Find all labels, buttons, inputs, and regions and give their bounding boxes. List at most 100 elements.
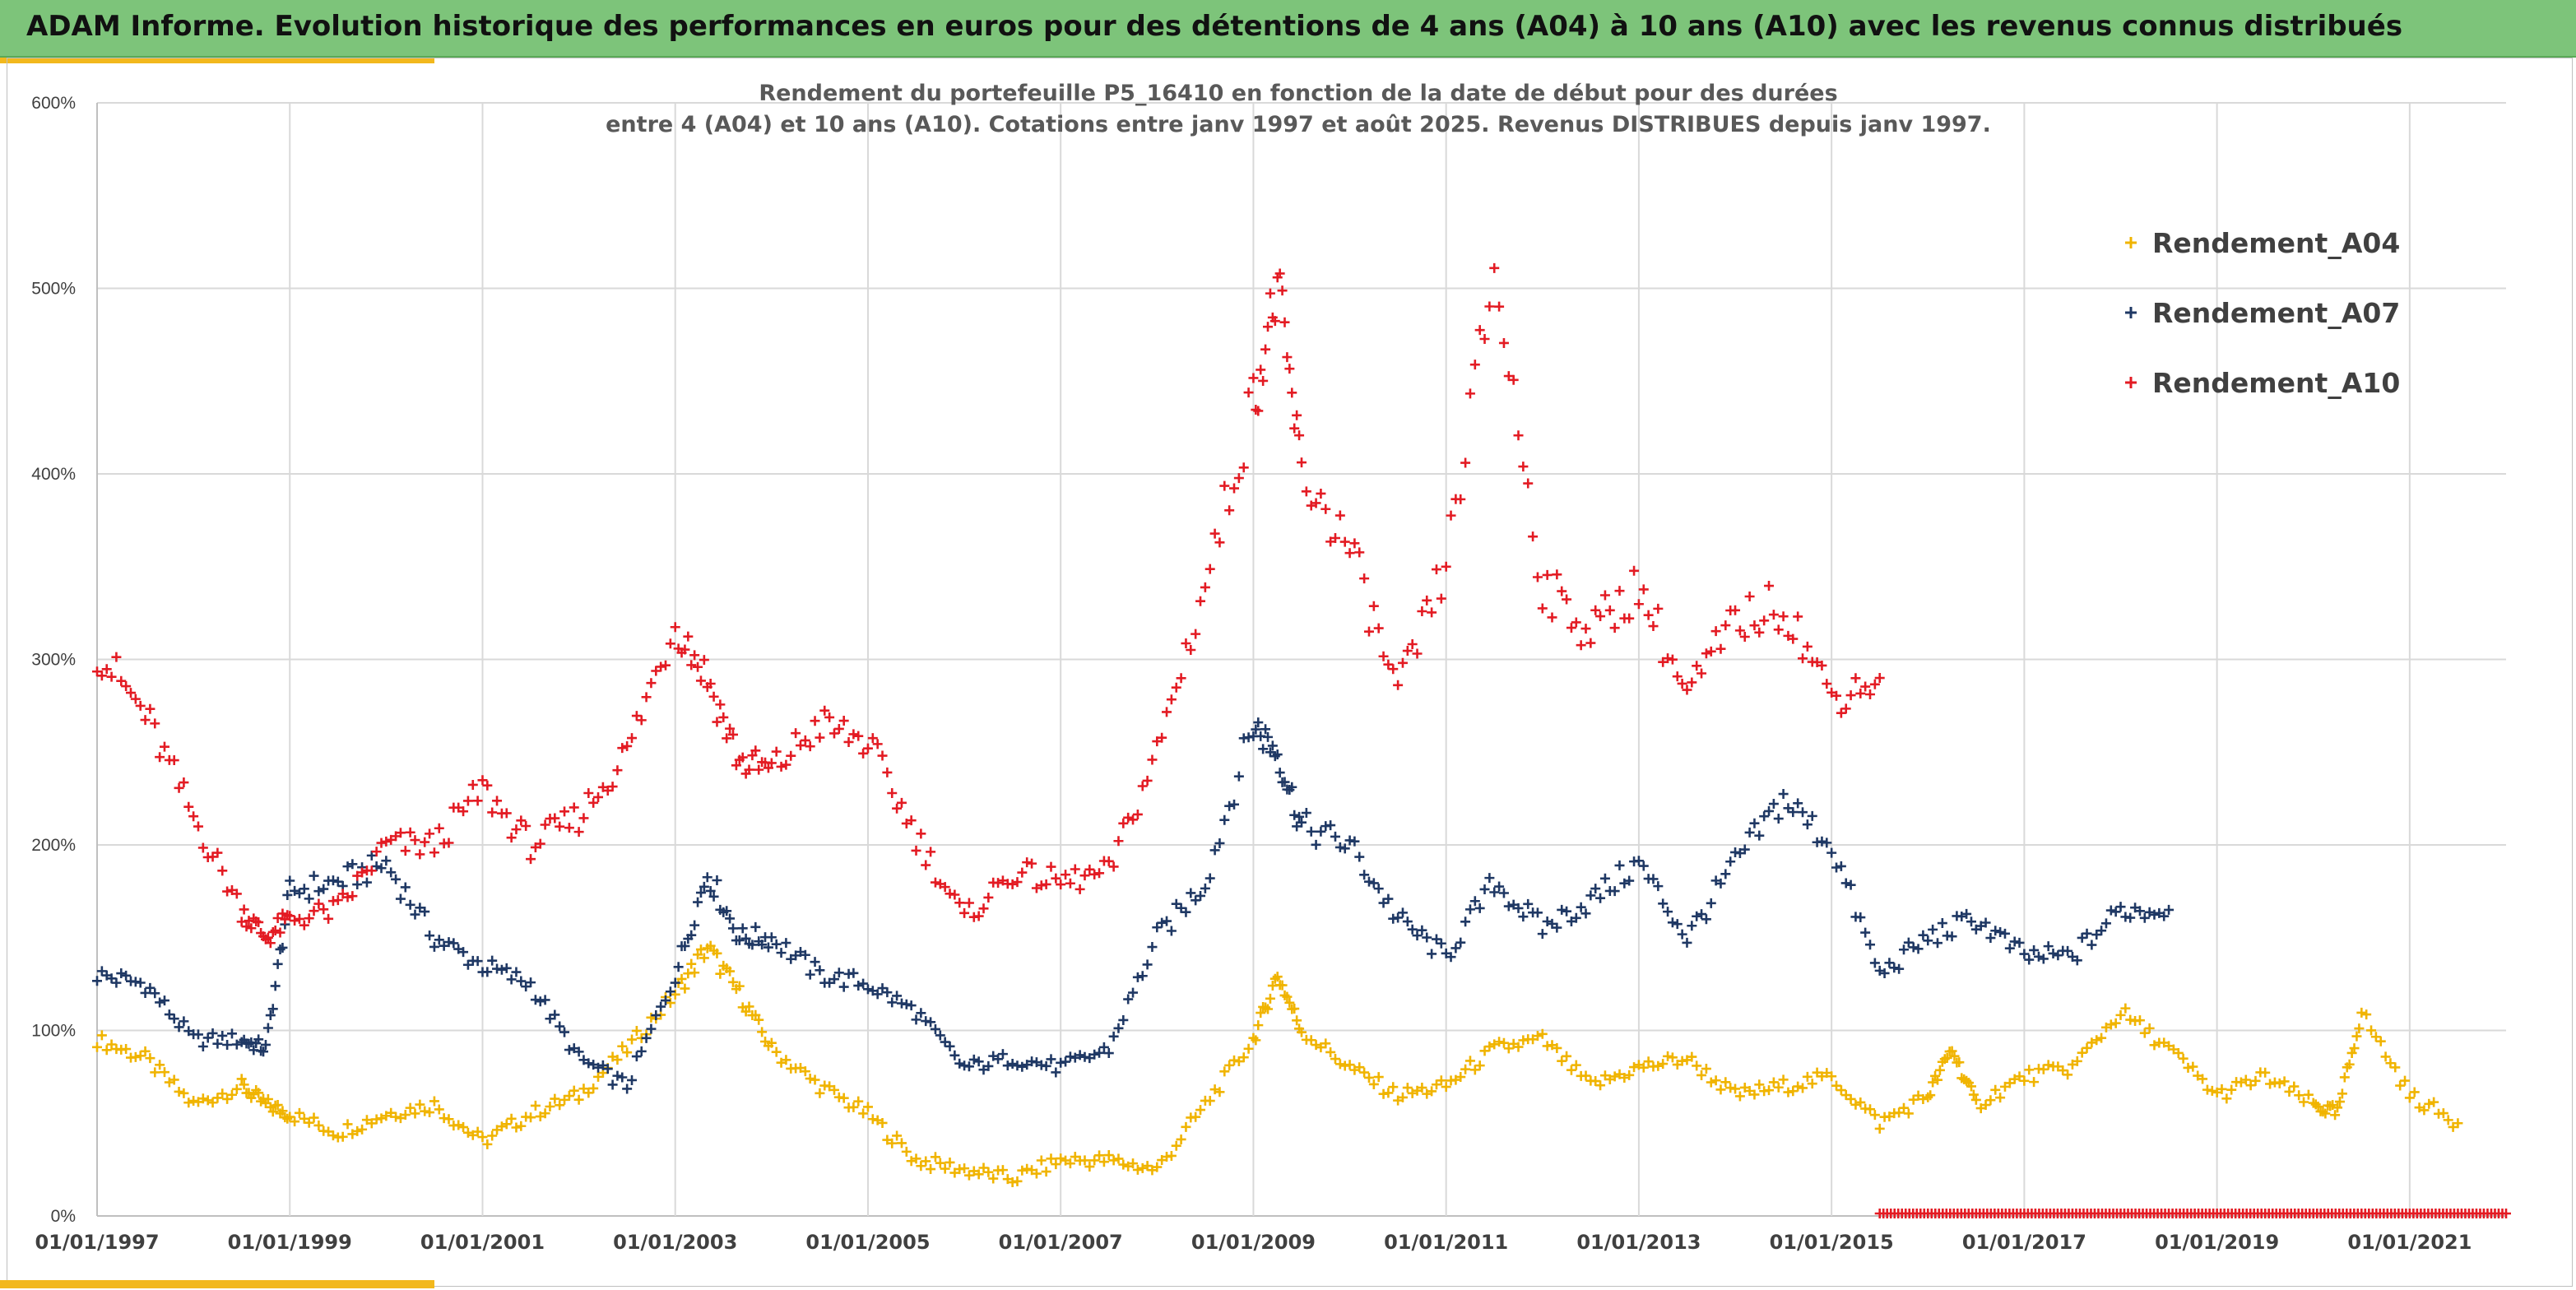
data-point xyxy=(511,1122,522,1133)
data-point xyxy=(926,1017,936,1028)
data-point xyxy=(2334,1097,2345,1107)
data-point xyxy=(1932,938,1942,949)
data-point xyxy=(2149,1040,2160,1051)
data-point xyxy=(1677,929,1687,940)
data-point xyxy=(2366,1025,2377,1036)
data-point xyxy=(800,949,810,960)
data-point xyxy=(1503,1043,1514,1054)
data-point xyxy=(277,1106,288,1116)
data-point xyxy=(833,723,844,734)
data-point xyxy=(1474,1060,1485,1071)
data-point xyxy=(838,981,849,992)
data-point xyxy=(622,1047,633,1058)
data-point xyxy=(2019,1075,2030,1086)
data-point xyxy=(1251,724,1261,735)
data-point xyxy=(1860,927,1871,938)
data-point xyxy=(1768,799,1779,810)
data-point xyxy=(1354,547,1365,558)
accent-bar-top xyxy=(0,58,434,63)
data-point xyxy=(1436,1075,1446,1086)
data-point xyxy=(1219,480,1230,491)
data-point xyxy=(1142,959,1153,970)
x-tick-label: 01/01/1999 xyxy=(228,1231,352,1254)
data-point xyxy=(1571,1060,1581,1070)
data-point xyxy=(150,988,160,999)
data-point xyxy=(2395,1080,2406,1091)
data-point xyxy=(395,893,406,904)
data-point xyxy=(366,865,377,876)
data-point xyxy=(472,796,483,806)
data-point xyxy=(1248,373,1259,383)
data-point xyxy=(725,723,736,734)
data-point xyxy=(810,957,820,968)
data-point xyxy=(516,976,527,986)
data-point xyxy=(1397,1092,1408,1102)
data-point xyxy=(949,1050,960,1060)
data-point xyxy=(2216,1084,2227,1094)
data-point xyxy=(1354,851,1365,862)
data-point xyxy=(2361,1009,2372,1020)
data-point xyxy=(188,1096,199,1106)
data-point xyxy=(699,655,709,666)
data-point xyxy=(1604,605,1615,615)
data-point xyxy=(661,660,671,671)
data-point xyxy=(1590,605,1601,615)
data-point xyxy=(1267,740,1278,751)
data-point xyxy=(448,938,459,949)
data-point xyxy=(734,935,745,945)
data-point xyxy=(1730,605,1741,615)
data-point xyxy=(2438,1108,2448,1119)
data-point xyxy=(2077,1047,2087,1058)
data-point xyxy=(1869,679,1880,689)
data-point xyxy=(1677,678,1687,689)
data-point xyxy=(405,1102,415,1113)
data-point xyxy=(1263,731,1274,742)
y-tick-label: 400% xyxy=(31,465,76,484)
data-point xyxy=(1269,316,1280,327)
data-point xyxy=(2370,1032,2381,1042)
data-point xyxy=(1272,972,1283,982)
data-point xyxy=(680,940,690,951)
data-point xyxy=(1065,878,1075,889)
data-point xyxy=(1441,561,1451,572)
data-point xyxy=(2029,944,2040,955)
data-point xyxy=(1595,893,1606,903)
data-point xyxy=(347,859,358,870)
data-point xyxy=(921,860,931,870)
data-point xyxy=(530,1100,541,1111)
data-point xyxy=(636,1046,647,1056)
data-point xyxy=(2105,905,2116,916)
data-point xyxy=(294,1107,304,1118)
data-point xyxy=(1195,596,1206,606)
data-point xyxy=(174,1086,184,1097)
data-point xyxy=(1171,682,1181,693)
data-point xyxy=(2082,1042,2092,1053)
data-point xyxy=(1152,1162,1163,1172)
data-point xyxy=(872,989,883,1000)
data-point xyxy=(239,1079,249,1090)
data-point xyxy=(1407,639,1418,650)
data-point xyxy=(2183,1062,2193,1073)
data-point xyxy=(1166,1150,1177,1161)
data-point xyxy=(1764,1085,1775,1096)
data-point xyxy=(1287,782,1297,792)
data-point xyxy=(1744,827,1755,838)
data-point xyxy=(395,828,406,838)
data-point xyxy=(1373,1072,1384,1083)
data-point xyxy=(1599,873,1610,884)
data-point xyxy=(453,1120,464,1130)
data-point xyxy=(805,1074,815,1084)
data-point xyxy=(1224,1060,1235,1070)
data-point xyxy=(2139,912,2150,923)
data-point xyxy=(1325,1046,1336,1057)
x-tick-label: 01/01/2005 xyxy=(805,1231,930,1254)
data-point xyxy=(1850,673,1861,684)
data-point xyxy=(607,782,618,792)
data-point xyxy=(2265,1079,2276,1089)
data-point xyxy=(1084,864,1095,875)
data-point xyxy=(347,891,358,902)
data-point xyxy=(766,1037,777,1048)
data-point xyxy=(1518,912,1529,922)
data-point xyxy=(1089,1049,1100,1060)
data-point xyxy=(535,838,545,849)
